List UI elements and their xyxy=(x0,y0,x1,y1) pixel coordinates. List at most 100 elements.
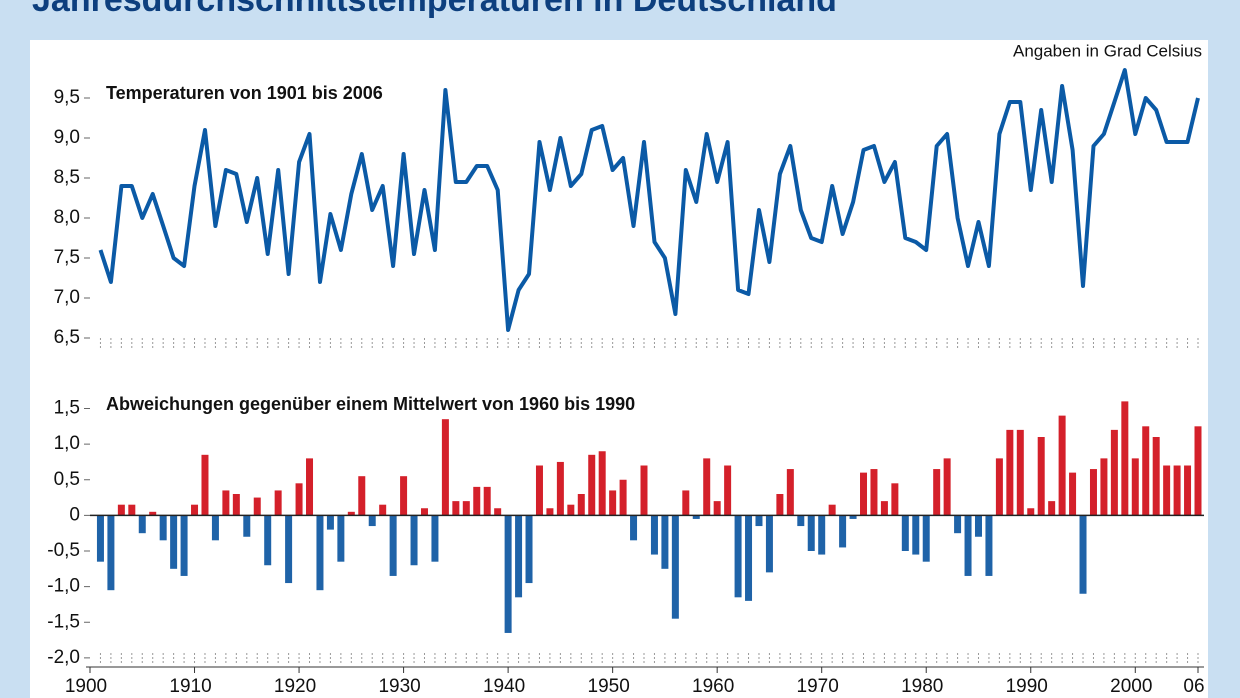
bar xyxy=(671,515,679,619)
bar xyxy=(912,515,920,555)
panel-title: Temperaturen von 1901 bis 2006 xyxy=(106,83,383,103)
bar xyxy=(577,494,585,516)
bar xyxy=(922,515,930,562)
bar xyxy=(849,515,857,519)
bar xyxy=(786,469,794,516)
bar xyxy=(128,504,136,516)
bar xyxy=(703,458,711,516)
bar xyxy=(860,472,868,516)
bar xyxy=(452,501,460,516)
bar xyxy=(379,504,387,516)
bar xyxy=(630,515,638,541)
bar xyxy=(494,508,502,516)
bar xyxy=(107,515,115,591)
bar xyxy=(358,476,366,516)
bar xyxy=(588,454,596,516)
bar xyxy=(734,515,742,598)
bar xyxy=(368,515,376,527)
bar xyxy=(619,479,627,516)
bar xyxy=(306,458,314,516)
bar xyxy=(1089,469,1097,516)
y-tick-label: 1,5 xyxy=(54,398,80,419)
bar xyxy=(420,508,428,516)
bar xyxy=(818,515,826,555)
y-tick-label: 6,5 xyxy=(54,327,80,348)
bar xyxy=(201,454,209,516)
bar xyxy=(264,515,272,566)
bar xyxy=(337,515,345,562)
y-tick-label: 9,0 xyxy=(54,127,80,148)
bar xyxy=(556,461,564,516)
bar xyxy=(828,504,836,516)
bar xyxy=(295,483,303,516)
bar xyxy=(274,490,282,516)
x-tick-label: 1940 xyxy=(483,676,525,697)
bar xyxy=(954,515,962,534)
bar xyxy=(253,497,261,516)
bar xyxy=(462,501,470,516)
bar xyxy=(1079,515,1087,594)
bar xyxy=(410,515,418,566)
bar xyxy=(211,515,219,541)
y-tick-label: 7,5 xyxy=(54,247,80,268)
panel-title: Abweichungen gegenüber einem Mittelwert … xyxy=(106,394,635,414)
bar xyxy=(483,486,491,516)
bar xyxy=(943,458,951,516)
bar xyxy=(316,515,324,591)
bar xyxy=(117,504,125,516)
x-tick-label: 1970 xyxy=(797,676,839,697)
x-tick-label: 1920 xyxy=(274,676,316,697)
y-tick-label: 7,0 xyxy=(54,287,80,308)
bar xyxy=(431,515,439,562)
bar xyxy=(389,515,397,576)
bar xyxy=(149,511,157,516)
x-tick-label: 06 xyxy=(1183,676,1204,697)
bar xyxy=(1037,437,1045,516)
bar xyxy=(724,465,732,516)
bar xyxy=(347,511,355,516)
bar xyxy=(1142,426,1150,516)
y-tick-label: -0,5 xyxy=(47,540,80,561)
bar xyxy=(96,515,104,562)
bar xyxy=(546,508,554,516)
bar xyxy=(765,515,773,573)
y-tick-label: 1,0 xyxy=(54,433,80,454)
bar xyxy=(441,419,449,516)
bar xyxy=(243,515,251,537)
bar xyxy=(692,515,700,519)
x-tick-label: 1930 xyxy=(378,676,420,697)
bar xyxy=(650,515,658,555)
bar xyxy=(776,494,784,516)
bar xyxy=(839,515,847,548)
bar xyxy=(1016,429,1024,516)
bar xyxy=(525,515,533,584)
y-tick-label: 8,0 xyxy=(54,207,80,228)
y-tick-label: 8,5 xyxy=(54,167,80,188)
temperature-line xyxy=(98,68,1200,332)
bar xyxy=(598,451,606,516)
bar xyxy=(138,515,146,534)
bar xyxy=(400,476,408,516)
bar xyxy=(535,465,543,516)
bar xyxy=(682,490,690,516)
bar xyxy=(1163,465,1171,516)
x-tick-label: 1960 xyxy=(692,676,734,697)
y-tick-label: -1,0 xyxy=(47,576,80,597)
x-tick-label: 1950 xyxy=(588,676,630,697)
y-tick-label: -1,5 xyxy=(47,611,80,632)
y-tick-label: 0 xyxy=(69,504,80,525)
y-tick-label: 0,5 xyxy=(54,469,80,490)
bar xyxy=(567,504,575,516)
bar xyxy=(1100,458,1108,516)
panel xyxy=(30,40,1208,698)
bar xyxy=(609,490,617,516)
bar xyxy=(1006,429,1014,516)
bar xyxy=(745,515,753,601)
x-tick-label: 1990 xyxy=(1006,676,1048,697)
bar xyxy=(1131,458,1139,516)
bar xyxy=(1048,501,1056,516)
bar xyxy=(326,515,334,530)
bar xyxy=(1194,426,1202,516)
bar xyxy=(755,515,763,527)
